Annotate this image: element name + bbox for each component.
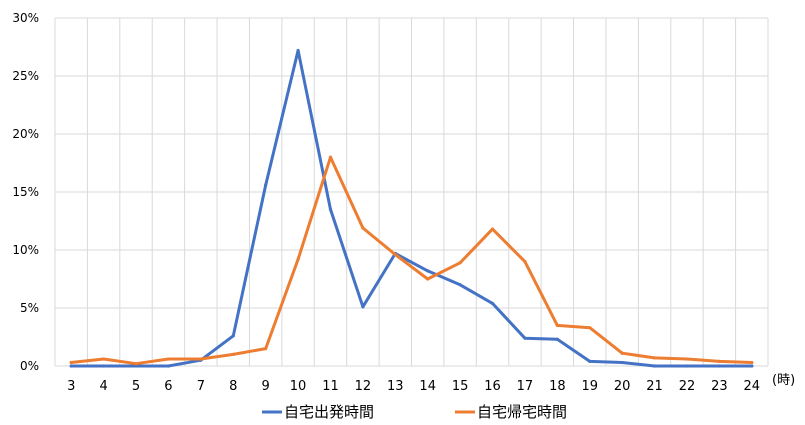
data-point (166, 364, 171, 368)
legend: 自宅出発時間 自宅帰宅時間 (262, 403, 567, 421)
x-tick-label: 6 (164, 379, 172, 394)
data-point (328, 207, 333, 211)
data-point (555, 323, 559, 327)
y-tick-label: 10% (12, 243, 39, 257)
data-point (166, 357, 171, 361)
data-point (361, 226, 365, 230)
data-point (361, 305, 365, 309)
y-tick-label: 25% (12, 69, 39, 83)
x-tick-label: 12 (355, 379, 372, 394)
data-point (231, 334, 235, 338)
x-tick-label: 18 (549, 379, 566, 394)
x-tick-label: 7 (197, 379, 205, 394)
data-point (393, 253, 397, 257)
data-point (102, 357, 106, 361)
data-point (134, 364, 138, 368)
series-lines (69, 48, 754, 368)
data-point (134, 362, 138, 366)
data-point (555, 337, 559, 341)
data-point (231, 352, 235, 356)
data-point (328, 155, 333, 159)
data-point (296, 48, 300, 53)
data-point (717, 364, 721, 368)
x-tick-label: 3 (67, 379, 75, 394)
data-point (620, 360, 624, 365)
x-tick-label: 16 (484, 379, 501, 394)
x-tick-label: 20 (614, 379, 631, 394)
series-line (69, 155, 754, 366)
data-point (523, 260, 527, 264)
x-tick-label: 9 (262, 379, 270, 394)
y-tick-label: 5% (20, 301, 39, 315)
data-point (199, 357, 203, 361)
y-tick-label: 0% (20, 359, 39, 373)
data-point (264, 347, 268, 351)
legend-label: 自宅帰宅時間 (477, 403, 567, 421)
data-point (652, 364, 657, 368)
data-point (620, 351, 624, 355)
y-axis-ticks: 0% 5% 10% 15% 20% 25% 30% (12, 11, 39, 373)
x-tick-label: 23 (711, 379, 728, 394)
data-point (490, 227, 495, 231)
x-tick-label: 24 (744, 379, 761, 394)
data-point (685, 357, 689, 361)
data-point (458, 283, 462, 287)
data-point (426, 269, 430, 273)
data-point (750, 360, 754, 365)
data-point (750, 364, 754, 368)
x-axis-ticks: 3 4 5 6 7 8 9 10 11 12 13 14 15 16 17 18 19 20 21 22 23 24 (67, 379, 760, 394)
data-point (102, 364, 106, 368)
x-tick-label: 21 (646, 379, 663, 394)
x-tick-label: 17 (517, 379, 534, 394)
x-tick-label: 4 (99, 379, 107, 394)
y-tick-label: 15% (12, 185, 39, 199)
data-point (264, 183, 268, 187)
data-point (717, 359, 721, 363)
x-tick-label: 14 (419, 379, 436, 394)
x-tick-label: 22 (679, 379, 696, 394)
data-point (426, 277, 430, 281)
x-tick-label: 5 (132, 379, 140, 394)
data-point (523, 336, 527, 340)
data-point (296, 257, 300, 261)
x-tick-label: 13 (387, 379, 404, 394)
y-tick-label: 20% (12, 127, 39, 141)
series-line (69, 49, 754, 368)
x-tick-label: 10 (290, 379, 307, 394)
x-tick-label: 15 (452, 379, 469, 394)
data-point (588, 326, 592, 330)
data-point (458, 261, 462, 265)
data-point (588, 359, 592, 363)
legend-label: 自宅出発時間 (284, 403, 374, 421)
x-tick-label: 8 (229, 379, 237, 394)
y-tick-label: 30% (12, 11, 39, 25)
data-point (652, 356, 657, 360)
data-point (490, 301, 495, 305)
data-point (69, 360, 73, 365)
gridlines (54, 17, 769, 367)
x-axis-unit-label: (時) (772, 373, 795, 388)
x-tick-label: 19 (581, 379, 598, 394)
data-point (69, 364, 73, 368)
data-point (685, 364, 689, 368)
x-tick-label: 11 (322, 379, 339, 394)
